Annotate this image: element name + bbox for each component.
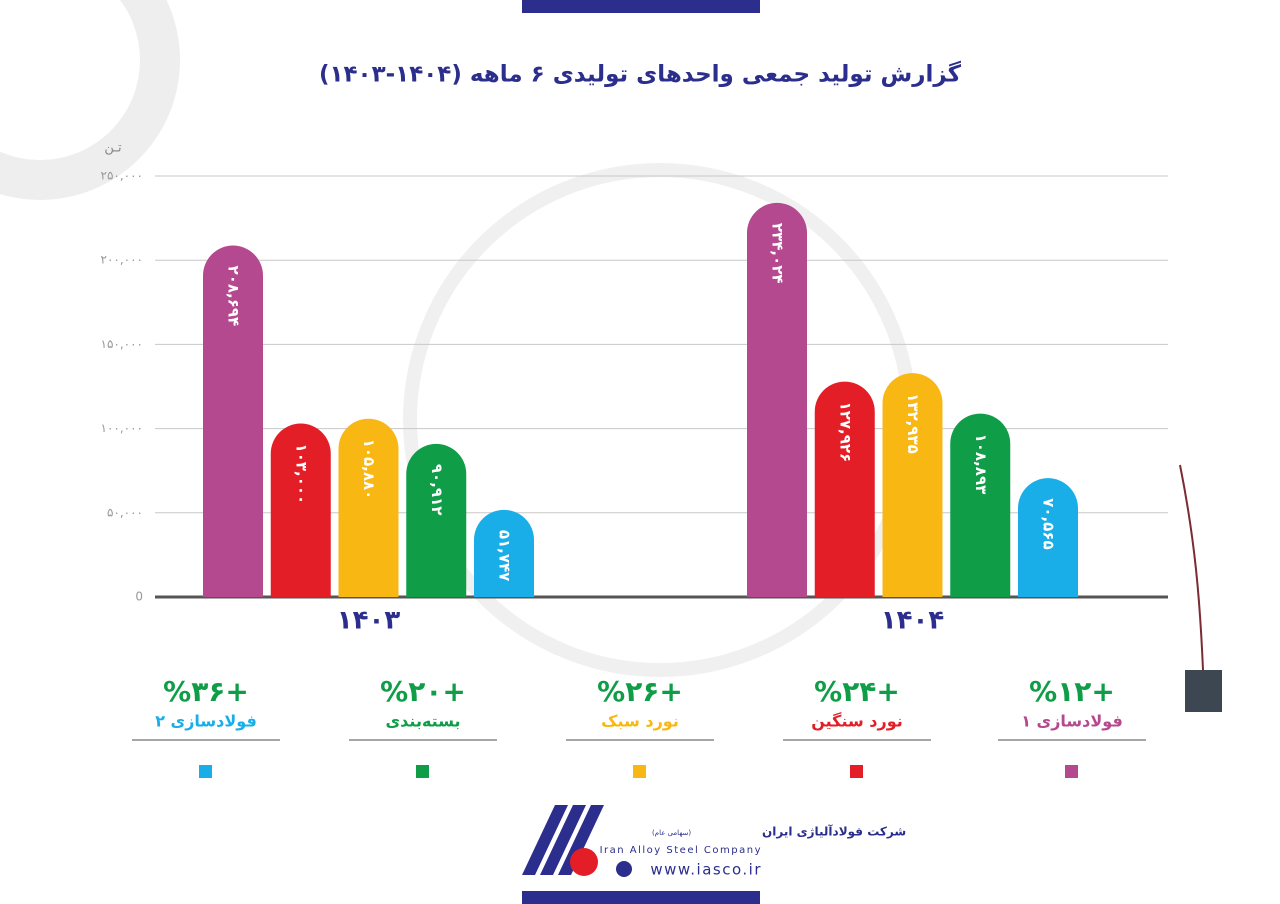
plant-pot — [1185, 670, 1222, 712]
web-icon — [616, 861, 632, 877]
bar-value-label: ۲۰۸,۶۹۴ — [225, 266, 243, 327]
bar — [474, 509, 534, 597]
bar — [338, 418, 399, 597]
legend-swatch — [1065, 765, 1078, 778]
x-tick-label: ۱۴۰۴ — [881, 606, 944, 636]
y-tick-label: ۱۵۰,۰۰۰ — [101, 337, 144, 351]
company-type: (سهامی عام) — [652, 829, 691, 837]
y-tick-label: ۱۰۰,۰۰۰ — [101, 421, 144, 435]
bar — [882, 373, 943, 597]
legend-label: بسته‌بندی — [386, 712, 461, 731]
legend-swatch — [633, 765, 646, 778]
legend-swatch — [850, 765, 863, 778]
bar-value-label: ۷۰,۵۶۵ — [1040, 498, 1058, 549]
bar-value-label: ۱۲۷,۹۲۶ — [836, 402, 854, 463]
growth-label: +%۲۶ — [597, 675, 683, 708]
chart-title: گزارش تولید جمعی واحدهای تولیدی ۶ ماهه (… — [319, 61, 962, 88]
bar — [950, 413, 1011, 597]
y-tick-label: ۵۰,۰۰۰ — [107, 505, 143, 519]
x-tick-label: ۱۴۰۳ — [337, 606, 401, 636]
y-tick-label: 0 — [135, 590, 143, 604]
legend-swatch — [416, 765, 429, 778]
bar-value-label: ۵۱,۷۴۷ — [496, 530, 514, 581]
growth-label: +%۲۴ — [814, 675, 900, 708]
logo — [522, 805, 632, 877]
y-axis-label: تـن — [104, 141, 122, 156]
legend-label: نورد سنگین — [811, 712, 903, 731]
growth-label: +%۲۰ — [380, 675, 466, 708]
y-tick-label: ۲۵۰,۰۰۰ — [101, 169, 144, 183]
bar-value-label: ۲۳۴,۰۲۴ — [769, 223, 787, 284]
y-tick-label: ۲۰۰,۰۰۰ — [101, 253, 144, 267]
plot: 0 ۵۰,۰۰۰ ۱۰۰,۰۰۰ ۱۵۰,۰۰۰ ۲۰۰,۰۰۰ ۲۵۰,۰۰۰ ۲۰۸,۶… — [101, 169, 1168, 778]
bar — [406, 443, 467, 597]
company-name: شرکت فولادآلیاژی ایران — [762, 824, 906, 840]
company-name-en: Iran Alloy Steel Company — [600, 845, 762, 856]
bottom-bar — [522, 891, 760, 904]
decor-ring — [0, 0, 180, 200]
bar — [203, 245, 263, 597]
bar-value-label: ۱۰۵,۸۸۰ — [360, 439, 378, 500]
bar-value-label: ۱۰۳,۰۰۰ — [292, 444, 310, 505]
logo-stripe — [540, 805, 586, 875]
bar — [1018, 478, 1078, 597]
bar-value-label: ۹۰,۹۱۲ — [428, 464, 446, 515]
growth-label: +%۳۶ — [163, 675, 249, 708]
bar-value-label: ۱۰۸,۸۹۳ — [972, 434, 990, 495]
top-bar — [522, 0, 760, 13]
bar-value-label: ۱۳۲,۹۳۵ — [904, 393, 922, 454]
legend-swatch — [199, 765, 212, 778]
bar — [270, 423, 331, 597]
logo-circle — [570, 848, 598, 876]
growth-label: +%۱۲ — [1029, 675, 1115, 708]
plant-stem — [1179, 464, 1204, 671]
logo-stripe — [558, 805, 604, 875]
legend-label: نورد سبک — [601, 712, 679, 731]
legend-label: فولادسازی ۲ — [155, 712, 257, 731]
bar — [814, 381, 875, 597]
logo-stripe — [522, 805, 568, 875]
legend-label: فولادسازی ۱ — [1021, 712, 1123, 731]
bar — [747, 202, 807, 597]
website: www.iasco.ir — [650, 861, 762, 879]
